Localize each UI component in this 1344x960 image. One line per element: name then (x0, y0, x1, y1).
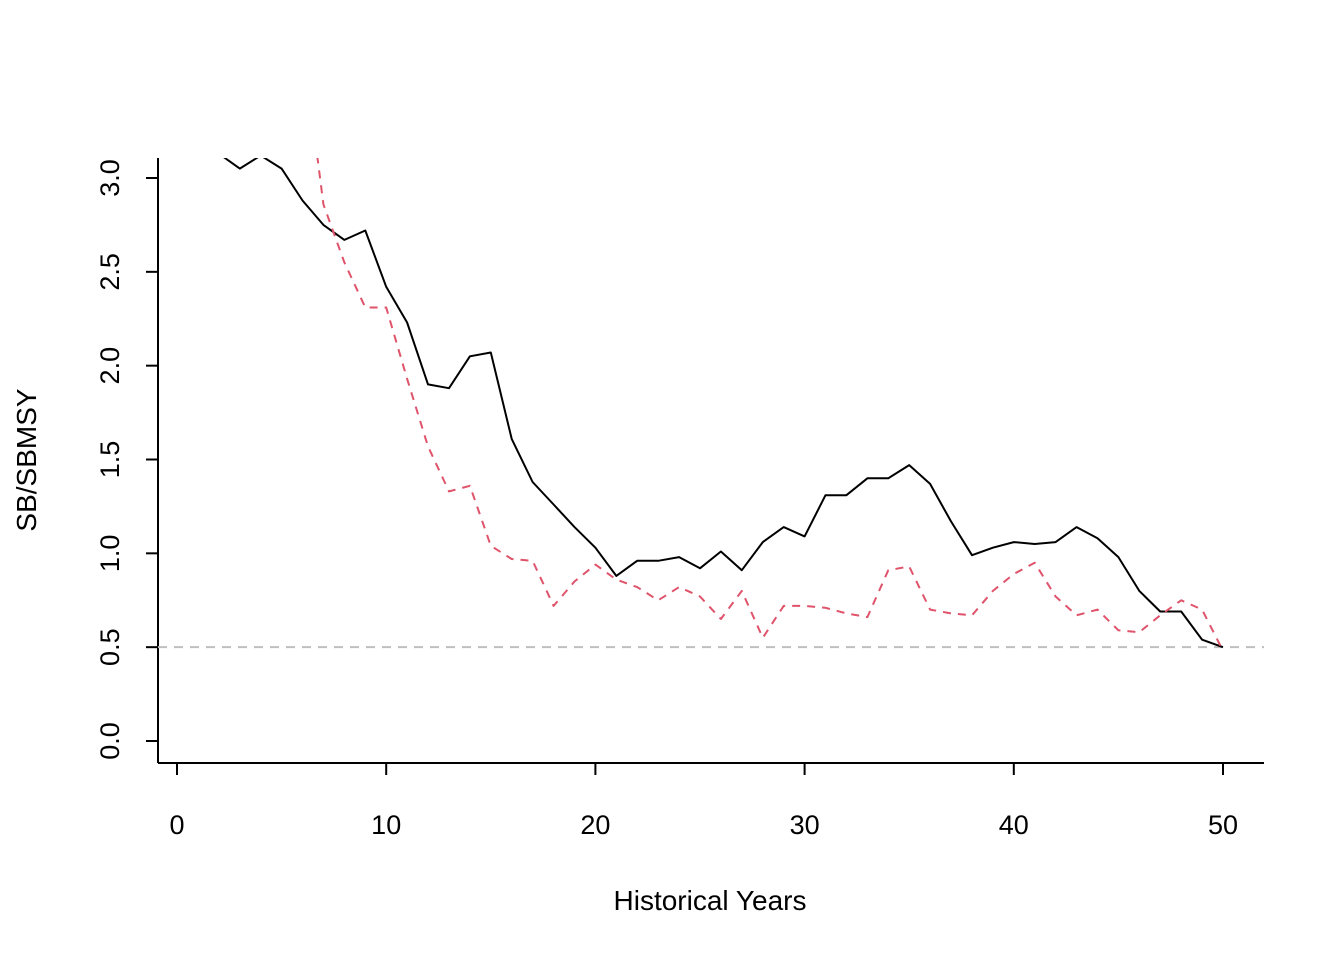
x-tick-label: 10 (371, 810, 401, 840)
y-tick-label: 1.5 (95, 441, 125, 479)
y-tick-label: 2.5 (95, 253, 125, 291)
series-line-dashed (316, 158, 1224, 652)
x-tick-label: 0 (169, 810, 184, 840)
x-tick-label: 50 (1208, 810, 1238, 840)
y-axis: 0.0 0.5 1.0 1.5 2.0 2.5 3.0 (95, 158, 159, 763)
x-axis-title: Historical Years (614, 885, 807, 916)
y-tick-label: 1.0 (95, 535, 125, 573)
y-tick-label: 0.5 (95, 628, 125, 666)
x-tick-label: 30 (790, 810, 820, 840)
y-tick-label: 0.0 (95, 722, 125, 760)
plot-area (158, 158, 1264, 652)
x-axis: 0 10 20 30 40 50 (158, 762, 1264, 840)
x-tick-label: 40 (999, 810, 1029, 840)
y-axis-title: SB/SBMSY (11, 388, 42, 531)
y-tick-label: 3.0 (95, 159, 125, 197)
y-tick-label: 2.0 (95, 347, 125, 385)
series-line-solid (223, 158, 1224, 649)
x-tick-label: 20 (580, 810, 610, 840)
